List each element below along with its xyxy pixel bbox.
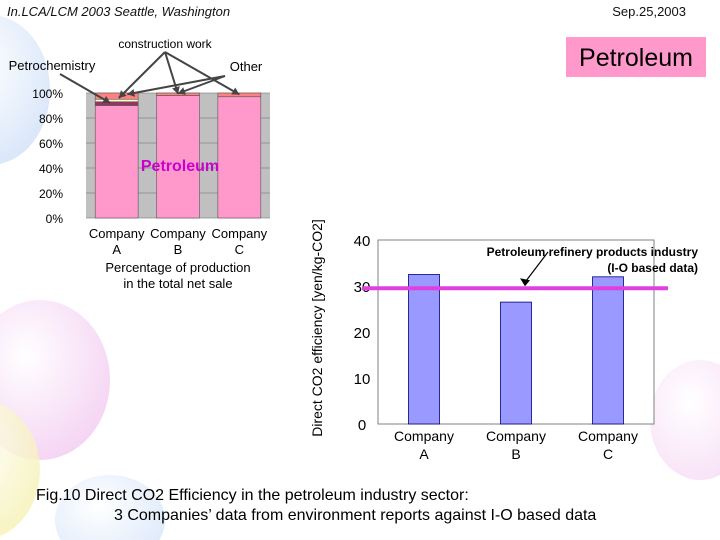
stack-segment-other bbox=[94, 92, 139, 100]
io-label-arrow bbox=[524, 251, 549, 283]
header-conference: In.LCA/LCM 2003 Seattle, Washington bbox=[7, 4, 231, 19]
io-reference-label: Petroleum refinery products industry bbox=[487, 245, 699, 259]
stack-segment-petroleum bbox=[217, 96, 262, 219]
stack-xlabel: in the total net sale bbox=[123, 276, 232, 291]
annotation-arrow bbox=[177, 75, 226, 95]
io-reference-label: (I-O based data) bbox=[607, 261, 698, 275]
stack-category-label: A bbox=[112, 242, 121, 257]
annotation-arrow bbox=[164, 51, 240, 96]
annotation-arrowhead bbox=[118, 90, 127, 98]
petroleum-inner-label: Petroleum bbox=[141, 158, 219, 175]
petroleum-title-badge bbox=[566, 37, 706, 77]
co2-category-label: Company bbox=[486, 428, 546, 444]
stack-ytick-label: 80% bbox=[39, 112, 63, 126]
co2-category-label: C bbox=[603, 446, 613, 462]
annotation-arrowhead bbox=[178, 87, 186, 95]
annotation-arrow bbox=[164, 51, 179, 95]
stack-category-label: Company bbox=[150, 226, 206, 241]
annotation-arrowhead bbox=[127, 89, 136, 97]
stack-ytick-label: 20% bbox=[39, 187, 63, 201]
stack-segment-petrochemistry bbox=[94, 101, 139, 106]
annotation-arrow bbox=[127, 75, 226, 96]
stack-category-label: Company bbox=[212, 226, 268, 241]
stack-category-label: B bbox=[174, 242, 183, 257]
co2-ylabel: Direct CO2 efficiency [yen/kg-CO2] bbox=[309, 219, 325, 437]
stack-xlabel: Percentage of production bbox=[105, 260, 250, 275]
annotation-arrow bbox=[118, 51, 166, 99]
stack-segment-petroleum bbox=[156, 95, 200, 219]
petrochemistry-label: Petrochemistry bbox=[9, 58, 96, 73]
co2-category-label: Company bbox=[394, 428, 454, 444]
annotation-arrowhead bbox=[102, 96, 111, 103]
figure-caption: Fig.10 Direct CO2 Efficiency in the petr… bbox=[36, 486, 696, 526]
annotation-arrow bbox=[59, 73, 111, 104]
header-date: Sep.25,2003 bbox=[612, 4, 686, 19]
co2-ytick-label: 0 bbox=[358, 417, 366, 434]
stack-ytick-label: 60% bbox=[39, 137, 63, 151]
co2-bar bbox=[592, 276, 624, 425]
co2-category-label: A bbox=[419, 446, 429, 462]
other-label: Other bbox=[230, 59, 263, 74]
caption-line-2: 3 Companies’ data from environment repor… bbox=[114, 507, 597, 524]
stack-ytick-label: 40% bbox=[39, 162, 63, 176]
co2-bar bbox=[500, 301, 532, 425]
co2-bar bbox=[408, 274, 440, 425]
stack-ytick-label: 100% bbox=[32, 87, 63, 101]
stack-category-label: C bbox=[235, 242, 244, 257]
stack-segment-petroleum bbox=[94, 105, 139, 219]
petroleum-title-text: Petroleum bbox=[579, 44, 693, 72]
stack-ytick-label: 0% bbox=[46, 212, 64, 226]
co2-category-label: Company bbox=[578, 428, 638, 444]
co2-ytick-label: 10 bbox=[354, 371, 371, 388]
stack-segment-construction-work bbox=[94, 98, 139, 103]
stack-segment-other bbox=[217, 92, 262, 98]
co2-ytick-label: 40 bbox=[354, 233, 371, 250]
construction-work-label: construction work bbox=[118, 37, 212, 51]
co2-category-label: B bbox=[511, 446, 520, 462]
co2-ytick-label: 20 bbox=[354, 325, 371, 342]
annotation-arrowhead bbox=[172, 86, 180, 94]
stack-category-label: Company bbox=[89, 226, 145, 241]
io-label-arrowhead bbox=[520, 278, 530, 287]
caption-line-1: Fig.10 Direct CO2 Efficiency in the petr… bbox=[36, 487, 469, 504]
annotation-arrowhead bbox=[231, 87, 240, 95]
